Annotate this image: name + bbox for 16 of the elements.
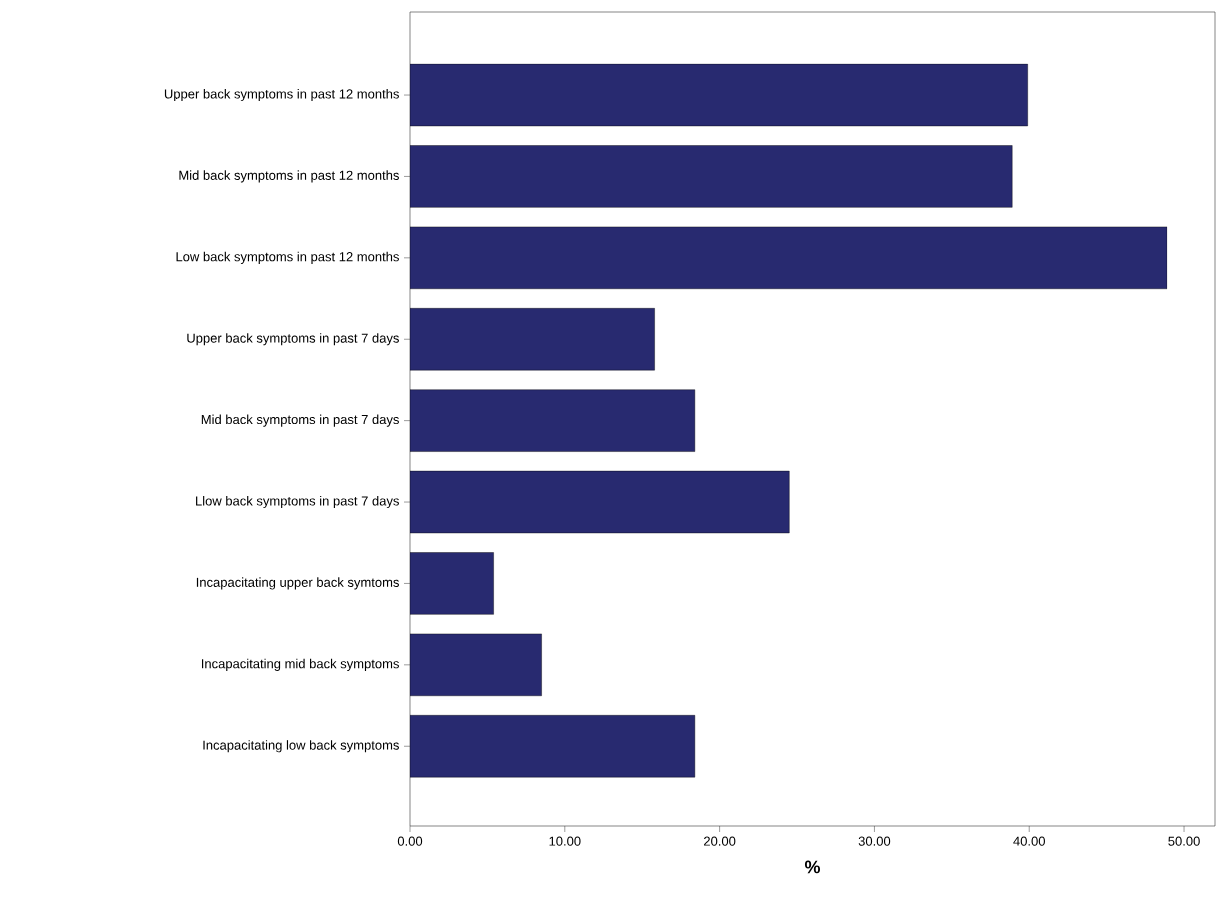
y-tick-label: Mid back symptoms in past 7 days <box>201 414 399 427</box>
y-tick-label: Low back symptoms in past 12 months <box>176 251 399 264</box>
y-tick-label: Llow back symptoms in past 7 days <box>196 495 399 509</box>
y-tick-label: Incapacitating mid back symptoms <box>201 658 399 671</box>
x-tick-label: 20.00 <box>704 836 736 846</box>
y-tick-label: Mid back symptoms in past 12 months <box>179 170 399 183</box>
x-tick-label: 40.00 <box>1013 836 1045 846</box>
y-tick-label: Upper back symptoms in past 12 months <box>164 88 399 102</box>
y-tick-label: Upper back symptoms in past 7 days <box>187 333 399 346</box>
x-tick-label: 50.00 <box>1168 836 1200 846</box>
y-tick-label: Incapacitating low back symptoms <box>203 740 399 753</box>
x-tick-label: 30.00 <box>858 836 891 846</box>
x-tick-label: 10.00 <box>549 836 581 846</box>
x-tick-label: 0.00 <box>397 836 423 846</box>
y-tick-label: Incapacitating upper back symtoms <box>196 577 399 590</box>
x-axis-title: % <box>804 860 821 874</box>
